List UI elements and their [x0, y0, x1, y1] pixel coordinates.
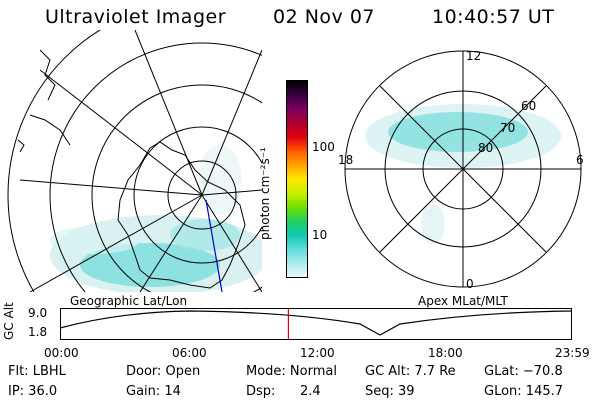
- filter-status: Flt: LBHL: [8, 364, 66, 379]
- polar-map: 12 0 18 6 60 70 80: [338, 49, 584, 291]
- gc-alt-status: GC Alt: 7.7 Re: [365, 364, 456, 379]
- mode-status: Mode: Normal: [246, 364, 337, 379]
- aurora-emission: [50, 145, 262, 292]
- mlt-label-right: 6: [576, 153, 584, 167]
- seq-status: Seq: 39: [365, 384, 415, 399]
- lat-label-70: 70: [500, 121, 515, 135]
- glon-status: GLon: 145.7: [484, 384, 564, 399]
- date-label: 02 Nov 07: [273, 6, 376, 28]
- time-tick-1800: 18:00: [428, 346, 463, 360]
- time-label: 10:40:57 UT: [432, 6, 555, 28]
- colorbar-tick-10: 10: [312, 228, 328, 242]
- time-tick-1200: 12:00: [300, 346, 335, 360]
- glat-status: GLat: −70.8: [484, 364, 563, 379]
- dsp-label: Dsp:: [246, 384, 276, 399]
- lat-label-80: 80: [478, 141, 493, 155]
- polar-map-caption: Apex MLat/MLT: [418, 294, 508, 308]
- app-title: Ultraviolet Imager: [45, 6, 227, 28]
- mlt-label-top: 12: [466, 49, 481, 63]
- altitude-ylabel: GC Alt: [2, 302, 16, 340]
- altitude-plot: [60, 308, 572, 340]
- mlt-label-bottom: 0: [466, 277, 474, 291]
- altitude-ytick-top: 9.0: [28, 306, 48, 320]
- colorbar-tick-100: 100: [312, 140, 335, 154]
- colorbar-unit-label: photon cm⁻²s⁻¹: [258, 147, 272, 240]
- geographic-map: [7, 30, 262, 292]
- altitude-curve: [60, 310, 572, 336]
- lat-label-60: 60: [521, 99, 536, 113]
- colorbar: [286, 80, 308, 278]
- altitude-ytick-bottom: 1.8: [28, 325, 48, 339]
- ip-status: IP: 36.0: [8, 384, 58, 399]
- dsp-value: 2.4: [300, 384, 321, 399]
- time-tick-0000: 00:00: [44, 346, 79, 360]
- mlt-label-left: 18: [338, 153, 353, 167]
- geo-map-caption: Geographic Lat/Lon: [70, 294, 188, 308]
- time-tick-2359: 23:59: [555, 346, 590, 360]
- door-status: Door: Open: [126, 364, 201, 379]
- time-tick-0600: 06:00: [172, 346, 207, 360]
- gain-status: Gain: 14: [126, 384, 181, 399]
